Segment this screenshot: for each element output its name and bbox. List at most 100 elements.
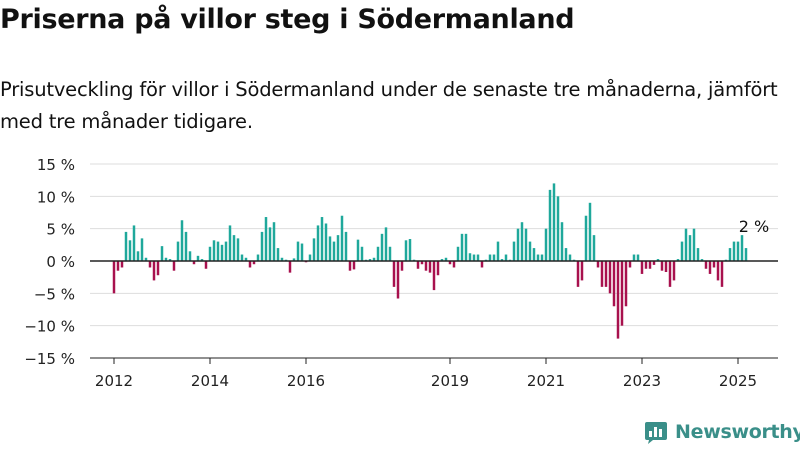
bar [452,261,456,268]
bar [644,261,648,269]
bar [420,261,424,265]
bar [256,254,260,261]
bar [120,261,124,268]
bar [320,217,324,261]
newsworthy-logo: Newsworthy [644,420,800,444]
x-tick-label: 2021 [527,372,565,390]
bar [416,261,420,269]
bar [360,246,364,261]
bar [656,259,660,261]
bar [404,240,408,261]
bar [220,244,224,261]
bar [188,251,192,261]
bar [276,248,280,261]
bar [184,231,188,261]
bar [512,241,516,261]
bar [668,261,672,287]
bar [488,254,492,261]
bar [128,240,132,261]
bar [624,261,628,307]
bar [240,254,244,261]
y-tick-label: 5 % [46,221,75,239]
bar [548,189,552,261]
bar [604,261,608,287]
bar [540,254,544,261]
bar [200,259,204,261]
bar [692,228,696,261]
x-tick-label: 2019 [431,372,469,390]
bar [112,261,116,294]
bar [460,233,464,261]
bar [612,261,616,307]
bar [700,259,704,261]
data-label: 2 % [739,217,769,236]
bar [520,222,524,261]
bar [324,223,328,261]
bar [292,258,296,261]
bar [280,257,284,261]
bar [140,238,144,261]
bar [244,257,248,261]
bar [516,228,520,261]
bar [620,261,624,326]
bar [344,231,348,261]
bar [308,254,312,261]
bar [660,261,664,271]
bar [336,235,340,261]
bar [672,261,676,281]
bar [652,261,656,265]
bar [376,246,380,261]
bar [444,257,448,261]
bar [132,225,136,261]
bar [268,227,272,261]
bar [676,259,680,261]
bar [236,238,240,261]
bar [172,261,176,271]
bar [560,222,564,261]
bar [228,225,232,261]
bar [448,261,452,265]
bar [728,248,732,261]
bar [708,261,712,274]
bar [616,261,620,339]
y-tick-label: −15 % [24,350,75,368]
bar [152,261,156,281]
bar [592,235,596,261]
bar [684,228,688,261]
x-tick-label: 2012 [95,372,133,390]
bar [524,228,528,261]
bar [436,261,440,276]
bar [124,231,128,261]
bar [340,215,344,261]
bar [584,215,588,261]
bar [288,261,292,273]
bar [232,235,236,261]
bar [472,254,476,261]
x-tick-label: 2023 [623,372,661,390]
bar [464,233,468,261]
bar [396,261,400,299]
bar [248,261,252,268]
bar [216,241,220,261]
bar [600,261,604,287]
bar [372,257,376,261]
bar [552,183,556,261]
y-tick-label: 10 % [37,188,75,206]
logo-text: Newsworthy [675,421,800,443]
bar [580,261,584,281]
bar [496,241,500,261]
bar [400,261,404,271]
bar [588,202,592,261]
bar [476,254,480,261]
bar [316,225,320,261]
bar [532,248,536,261]
bar [732,241,736,261]
logo-icon-bar [649,431,652,437]
bar [312,238,316,261]
bar [576,261,580,287]
bar [196,255,200,261]
bar [696,248,700,261]
y-tick-label: −5 % [34,285,75,303]
bar [640,261,644,274]
